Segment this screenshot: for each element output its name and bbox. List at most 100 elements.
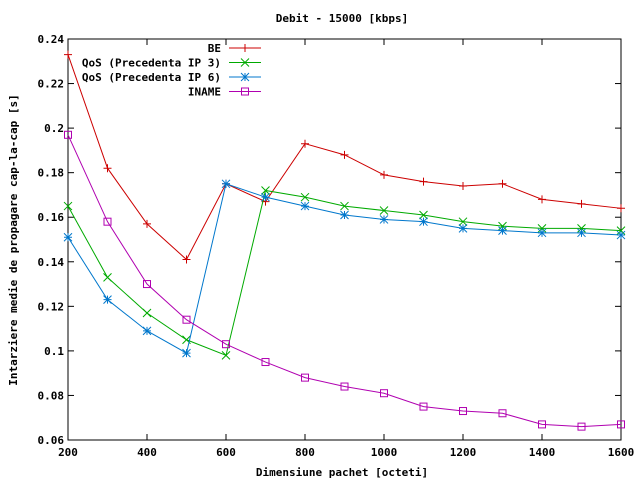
x-tick-label: 1400 bbox=[529, 446, 556, 459]
series-line bbox=[67, 134, 622, 428]
y-axis-label: Intarziere medie de propagare cap-la-cap… bbox=[7, 94, 20, 385]
y-tick-label: 0.24 bbox=[38, 33, 65, 46]
data-point bbox=[142, 326, 152, 336]
data-point bbox=[182, 315, 191, 324]
data-point bbox=[142, 308, 152, 318]
data-point bbox=[103, 164, 112, 173]
series-line bbox=[67, 183, 622, 354]
y-tick-label: 0.1 bbox=[44, 345, 64, 358]
plot-frame bbox=[67, 38, 622, 441]
legend-marker bbox=[241, 44, 249, 52]
data-point bbox=[301, 373, 309, 382]
y-tick-label: 0.22 bbox=[38, 78, 65, 91]
legend-label: INAME bbox=[188, 86, 221, 99]
data-point bbox=[616, 226, 626, 235]
data-point bbox=[419, 210, 428, 220]
legend-label: QoS (Precedenta IP 6) bbox=[82, 71, 221, 84]
data-point bbox=[537, 228, 547, 238]
data-point bbox=[538, 420, 546, 429]
x-tick-label: 600 bbox=[216, 446, 236, 459]
data-point bbox=[221, 350, 231, 360]
data-point bbox=[261, 192, 270, 202]
legend-entry: BE bbox=[208, 42, 261, 55]
data-point bbox=[340, 210, 349, 220]
data-point bbox=[419, 402, 428, 411]
data-point bbox=[103, 217, 112, 226]
data-point bbox=[577, 199, 586, 208]
x-tick-label: 1200 bbox=[450, 446, 477, 459]
plot-area bbox=[63, 50, 626, 431]
data-point bbox=[64, 130, 72, 139]
data-point bbox=[261, 358, 270, 367]
data-point bbox=[340, 382, 349, 391]
y-tick-label: 0.18 bbox=[38, 167, 65, 180]
legend-label: BE bbox=[208, 42, 221, 55]
data-point bbox=[537, 224, 547, 233]
x-axis-label: Dimensiune pachet [octeti] bbox=[256, 466, 428, 479]
x-tick-label: 1600 bbox=[608, 446, 635, 459]
x-tick-label: 200 bbox=[58, 446, 78, 459]
legend-entry: QoS (Precedenta IP 6) bbox=[82, 71, 261, 84]
data-point bbox=[617, 204, 625, 213]
data-point bbox=[143, 280, 151, 289]
legend-marker bbox=[240, 72, 250, 82]
data-point bbox=[459, 182, 467, 191]
y-tick-label: 0.14 bbox=[38, 256, 65, 269]
data-point bbox=[498, 179, 507, 188]
data-point bbox=[182, 348, 191, 358]
data-point bbox=[221, 179, 231, 189]
data-point bbox=[340, 201, 349, 211]
data-point bbox=[419, 217, 428, 227]
data-point bbox=[340, 150, 349, 159]
data-point bbox=[577, 422, 586, 431]
data-point bbox=[379, 206, 389, 215]
data-point bbox=[577, 224, 586, 233]
chart-title: Debit - 15000 [kbps] bbox=[276, 12, 408, 25]
y-tick-label: 0.16 bbox=[38, 211, 65, 224]
series-4 bbox=[64, 130, 625, 431]
data-point bbox=[458, 217, 468, 227]
series-3 bbox=[63, 179, 626, 358]
data-point bbox=[261, 186, 270, 195]
legend-label: QoS (Precedenta IP 3) bbox=[82, 57, 221, 70]
data-point bbox=[379, 215, 389, 224]
data-point bbox=[617, 420, 625, 429]
legend-entry: INAME bbox=[188, 86, 261, 99]
data-point bbox=[459, 407, 467, 416]
axes: 200 400 600 800 1000 1200 1400 1600 0.06 0.08 0.1 0… bbox=[38, 33, 635, 459]
data-point bbox=[103, 295, 112, 305]
series-2 bbox=[63, 186, 626, 360]
data-point bbox=[419, 177, 428, 186]
y-tick-label: 0.2 bbox=[44, 122, 64, 135]
data-point bbox=[498, 226, 507, 235]
data-point bbox=[458, 224, 468, 233]
x-tick-label: 800 bbox=[295, 446, 315, 459]
data-point bbox=[498, 221, 507, 231]
data-point bbox=[380, 170, 388, 179]
legend-entry: QoS (Precedenta IP 3) bbox=[82, 57, 261, 70]
x-tick-label: 1000 bbox=[371, 446, 398, 459]
data-point bbox=[64, 50, 72, 59]
data-point bbox=[222, 340, 230, 349]
data-point bbox=[103, 273, 112, 282]
data-point bbox=[182, 255, 191, 264]
data-point bbox=[63, 232, 73, 242]
data-point bbox=[616, 230, 626, 240]
data-point bbox=[63, 201, 73, 211]
y-tick-label: 0.06 bbox=[38, 434, 65, 447]
legend: BE QoS (Precedenta IP 3)QoS (Precedenta I… bbox=[82, 42, 261, 99]
y-tick-label: 0.08 bbox=[38, 389, 65, 402]
data-point bbox=[538, 195, 546, 204]
data-point bbox=[301, 139, 309, 148]
data-point bbox=[577, 228, 586, 238]
y-tick-label: 0.12 bbox=[38, 300, 65, 313]
x-tick-label: 400 bbox=[137, 446, 157, 459]
data-point bbox=[498, 409, 507, 418]
data-point bbox=[300, 201, 310, 211]
data-point bbox=[143, 219, 151, 228]
data-point bbox=[300, 192, 310, 202]
legend-marker bbox=[241, 87, 249, 96]
data-point bbox=[380, 389, 388, 398]
legend-marker bbox=[240, 58, 250, 67]
